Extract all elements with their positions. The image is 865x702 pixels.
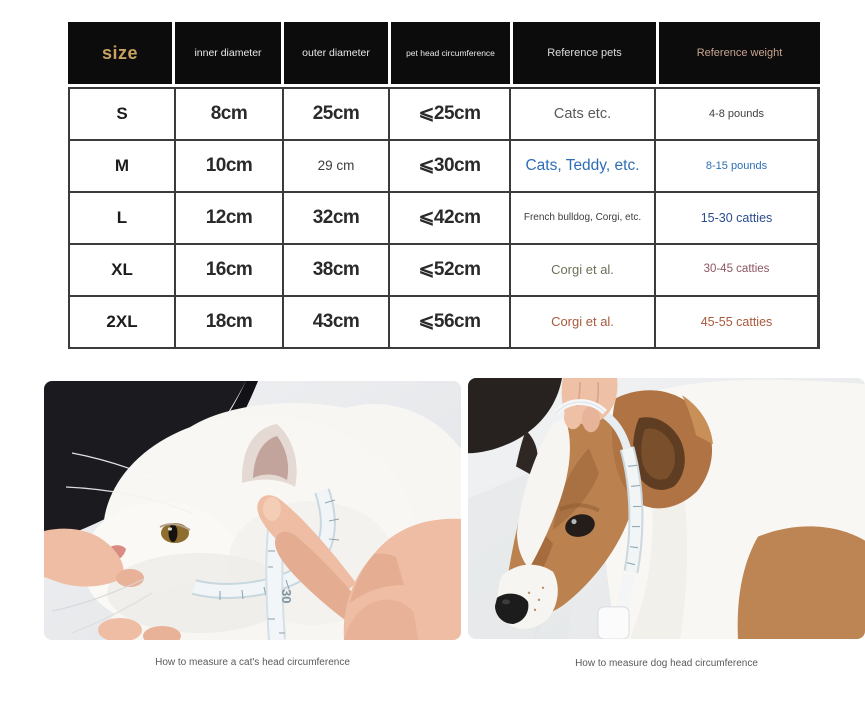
cell-xl-inner: 16cm [176, 245, 282, 295]
size-table-header-row: size inner diameter outer diameter pet h… [68, 22, 820, 84]
dog-photo-caption: How to measure dog head circumference [575, 658, 758, 669]
dog-measure-photo [468, 378, 865, 639]
header-reference-weight: Reference weight [659, 22, 820, 84]
cell-l-size: L [70, 193, 174, 243]
cell-l-head: ⩽42cm [390, 193, 509, 243]
cell-xl-pets: Corgi et al. [511, 245, 654, 295]
cell-2xl-pets: Corgi et al. [511, 297, 654, 347]
cell-s-inner: 8cm [176, 89, 282, 139]
cell-m-inner: 10cm [176, 141, 282, 191]
cell-2xl-outer: 43cm [284, 297, 388, 347]
cell-s-outer: 25cm [284, 89, 388, 139]
cell-2xl-inner: 18cm [176, 297, 282, 347]
cell-m-head: ⩽30cm [390, 141, 509, 191]
header-inner-diameter: inner diameter [175, 22, 281, 84]
cell-l-pets: French bulldog, Corgi, etc. [511, 193, 654, 243]
header-size: size [68, 22, 172, 84]
size-table: size inner diameter outer diameter pet h… [68, 22, 820, 349]
svg-text:30: 30 [279, 589, 294, 603]
header-outer-diameter: outer diameter [284, 22, 388, 84]
cell-m-weight: 8-15 pounds [656, 141, 817, 191]
cat-photo-caption: How to measure a cat's head circumferenc… [155, 657, 350, 668]
cell-m-size: M [70, 141, 174, 191]
cell-xl-outer: 38cm [284, 245, 388, 295]
cell-s-pets: Cats etc. [511, 89, 654, 139]
cell-m-outer: 29 cm [284, 141, 388, 191]
cell-xl-head: ⩽52cm [390, 245, 509, 295]
header-reference-pets: Reference pets [513, 22, 656, 84]
cell-l-weight: 15-30 catties [656, 193, 817, 243]
cat-measure-photo-illustration: 30 [44, 381, 461, 640]
cell-m-pets: Cats, Teddy, etc. [511, 141, 654, 191]
cat-measure-photo: 30 [44, 381, 461, 640]
dog-measure-photo-illustration [468, 378, 865, 639]
size-table-body: S 8cm 25cm ⩽25cm Cats etc. 4-8 pounds M … [68, 87, 820, 349]
cell-xl-weight: 30-45 catties [656, 245, 817, 295]
cell-l-outer: 32cm [284, 193, 388, 243]
cell-l-inner: 12cm [176, 193, 282, 243]
cell-s-weight: 4-8 pounds [656, 89, 817, 139]
cell-2xl-weight: 45-55 catties [656, 297, 817, 347]
cell-s-head: ⩽25cm [390, 89, 509, 139]
cell-s-size: S [70, 89, 174, 139]
cell-2xl-size: 2XL [70, 297, 174, 347]
header-head-circumference: pet head circumference [391, 22, 510, 84]
cell-xl-size: XL [70, 245, 174, 295]
cell-2xl-head: ⩽56cm [390, 297, 509, 347]
